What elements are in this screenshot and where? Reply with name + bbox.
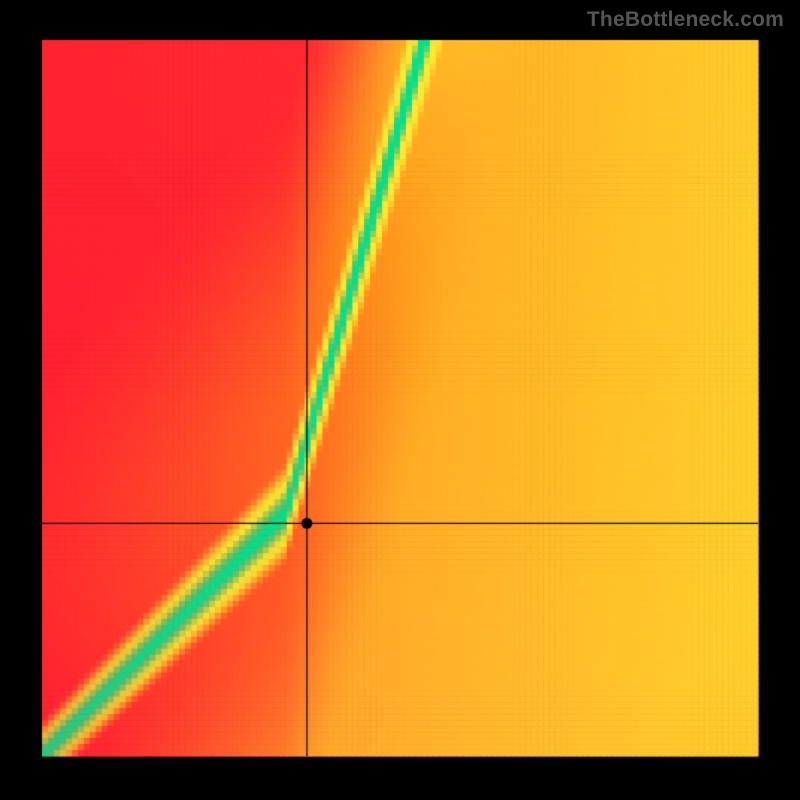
chart-container: { "watermark": { "text": "TheBottleneck.… bbox=[0, 0, 800, 800]
bottleneck-heatmap bbox=[0, 0, 800, 800]
